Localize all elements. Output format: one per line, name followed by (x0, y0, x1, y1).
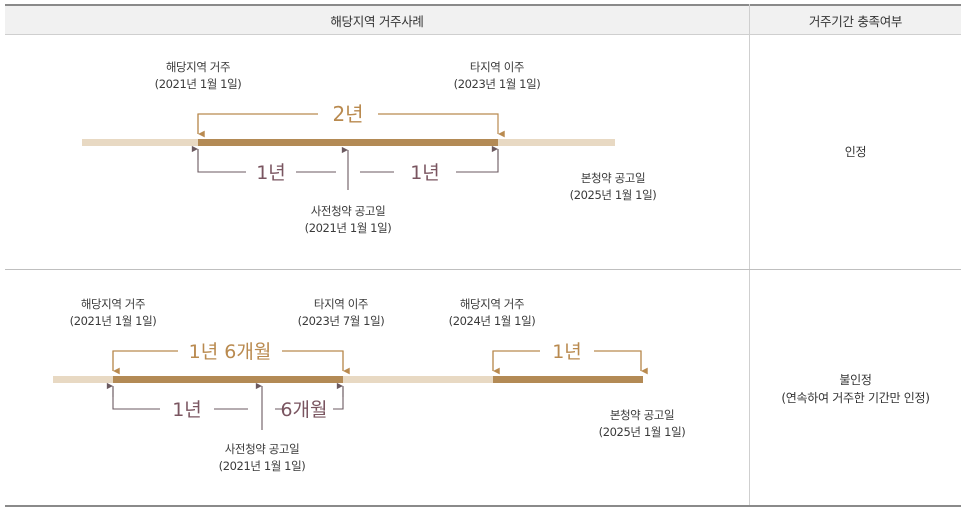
row2-pre-date: (2021년 1월 1일) (218, 459, 306, 473)
row1-start-date: (2021년 1월 1일) (154, 77, 242, 91)
row1-move-label: 타지역 이주 (2023년 1월 1일) (454, 59, 541, 93)
header-case: 해당지역 거주사례 (5, 4, 749, 35)
column-divider (749, 4, 750, 507)
row2-main-title: 본청약 공고일 (609, 408, 675, 422)
row2-return-title: 해당지역 거주 (459, 297, 525, 311)
row1-residence-bar (198, 139, 498, 146)
row1-start-title: 해당지역 거주 (165, 60, 231, 74)
row2-total-duration: 1년 6개월 (189, 341, 272, 363)
row2-result-note: (연속하여 거주한 기간만 인정) (781, 391, 930, 405)
row2-main-label: 본청약 공고일 (2025년 1월 1일) (599, 407, 686, 441)
row2-return-duration: 1년 (552, 341, 582, 363)
row1-timeline-diagram: 2년 1년 1년 1년 6개월 1년 1년 6개월 (53, 102, 648, 430)
row2-left-duration: 1년 (172, 399, 202, 421)
header-result: 거주기간 충족여부 (750, 4, 961, 35)
row1-left-duration: 1년 (256, 162, 286, 184)
row1-pre-date: (2021년 1월 1일) (304, 221, 392, 235)
row2-result: 불인정 (연속하여 거주한 기간만 인정) (750, 371, 961, 407)
row2-pre-title: 사전청약 공고일 (224, 442, 300, 456)
row2-start-title: 해당지역 거주 (80, 297, 146, 311)
row1-main-date: (2025년 1월 1일) (569, 188, 657, 202)
row2-result-main: 불인정 (839, 373, 872, 387)
row1-pre-label: 사전청약 공고일 (2021년 1월 1일) (305, 203, 392, 237)
row2-start-date: (2021년 1월 1일) (69, 314, 157, 328)
row1-total-duration: 2년 (332, 102, 363, 126)
row1-pre-title: 사전청약 공고일 (310, 204, 386, 218)
row2-pre-label: 사전청약 공고일 (2021년 1월 1일) (219, 441, 306, 475)
row2-right-duration: 6개월 (280, 399, 327, 421)
row2-move-label: 타지역 이주 (2023년 7월 1일) (298, 296, 385, 330)
row1-result: 인정 (844, 145, 867, 159)
row1-right-duration: 1년 (410, 162, 440, 184)
row1-move-title: 타지역 이주 (469, 60, 525, 74)
row1-move-date: (2023년 1월 1일) (453, 77, 541, 91)
row1-start-label: 해당지역 거주 (2021년 1월 1일) (155, 59, 242, 93)
row2-move-title: 타지역 이주 (313, 297, 369, 311)
row2-base-timeline (53, 376, 643, 383)
row1-main-title: 본청약 공고일 (580, 171, 646, 185)
table-bottom-border (5, 505, 961, 507)
row2-residence-bar-2 (493, 376, 643, 383)
row2-residence-bar-1 (113, 376, 343, 383)
row2-main-date: (2025년 1월 1일) (598, 425, 686, 439)
row2-return-date: (2024년 1월 1일) (448, 314, 536, 328)
row2-move-date: (2023년 7월 1일) (297, 314, 385, 328)
row-divider (5, 269, 961, 270)
row2-start-label: 해당지역 거주 (2021년 1월 1일) (70, 296, 157, 330)
row1-main-label: 본청약 공고일 (2025년 1월 1일) (570, 170, 657, 204)
row2-return-label: 해당지역 거주 (2024년 1월 1일) (449, 296, 536, 330)
